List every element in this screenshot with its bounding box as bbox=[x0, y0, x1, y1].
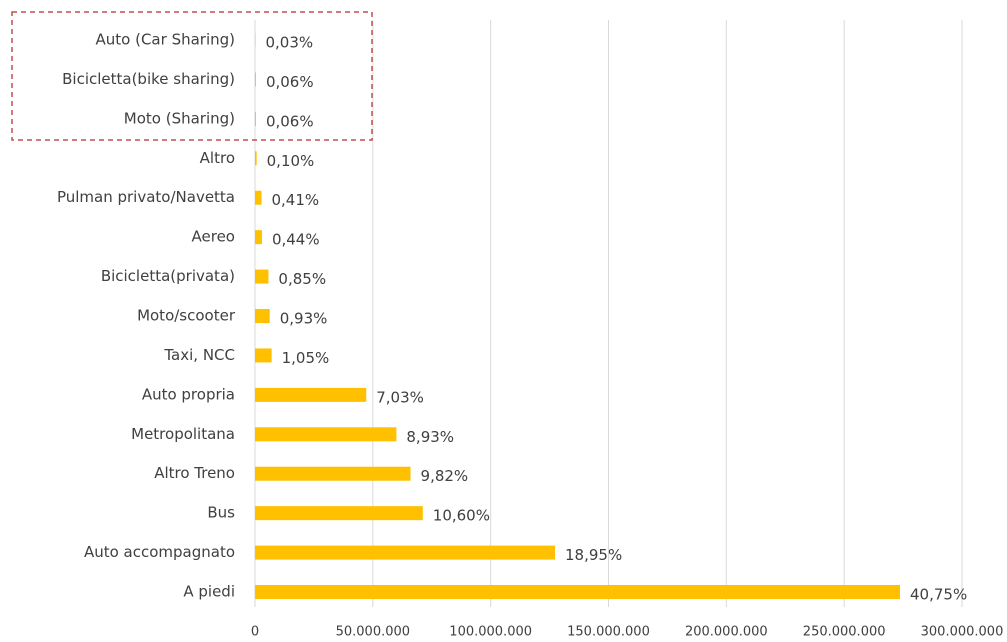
y-tick-label: A piedi bbox=[183, 583, 235, 601]
y-tick-label: Metropolitana bbox=[131, 425, 235, 443]
bar bbox=[255, 545, 556, 560]
value-label: 10,60% bbox=[433, 507, 490, 525]
y-tick-label: Bicicletta(bike sharing) bbox=[62, 70, 235, 88]
value-label: 0,41% bbox=[271, 191, 319, 209]
bar bbox=[255, 387, 367, 402]
highlight-box bbox=[11, 11, 373, 141]
x-tick-label: 0 bbox=[251, 625, 259, 640]
bar bbox=[255, 427, 397, 442]
y-tick-label: Auto accompagnato bbox=[84, 543, 235, 561]
value-label: 8,93% bbox=[406, 428, 454, 446]
y-tick-label: Altro Treno bbox=[154, 464, 235, 482]
value-label: 0,93% bbox=[280, 310, 328, 328]
value-label: 0,03% bbox=[265, 34, 313, 52]
bar bbox=[255, 151, 257, 166]
bar bbox=[255, 72, 256, 87]
x-tick-label: 150.000.000 bbox=[567, 625, 650, 640]
value-label: 0,85% bbox=[278, 270, 326, 288]
value-label: 0,44% bbox=[272, 231, 320, 249]
value-label: 9,82% bbox=[421, 467, 469, 485]
y-tick-label: Pulman privato/Navetta bbox=[57, 188, 235, 206]
x-tick-label: 300.000.000 bbox=[921, 625, 1004, 640]
bar bbox=[255, 269, 269, 284]
bar bbox=[255, 466, 411, 481]
bar bbox=[255, 506, 423, 521]
bar bbox=[255, 348, 272, 363]
x-tick-label: 200.000.000 bbox=[685, 625, 768, 640]
value-label: 1,05% bbox=[282, 349, 330, 367]
value-label: 18,95% bbox=[565, 546, 622, 564]
y-tick-label: Bus bbox=[207, 504, 235, 522]
y-tick-label: Moto (Sharing) bbox=[124, 109, 235, 127]
x-tick-label: 250.000.000 bbox=[803, 625, 886, 640]
bar bbox=[255, 309, 270, 324]
x-tick-label: 100.000.000 bbox=[449, 625, 532, 640]
y-tick-label: Moto/scooter bbox=[137, 307, 236, 325]
value-label: 0,10% bbox=[267, 152, 315, 170]
bar bbox=[255, 585, 901, 600]
value-label: 0,06% bbox=[266, 112, 314, 130]
value-label: 0,06% bbox=[266, 73, 314, 91]
y-tick-label: Taxi, NCC bbox=[163, 346, 235, 364]
value-label: 7,03% bbox=[376, 388, 424, 406]
y-tick-label: Auto propria bbox=[142, 385, 235, 403]
y-tick-label: Aereo bbox=[192, 228, 235, 246]
x-tick-label: 50.000.000 bbox=[336, 625, 410, 640]
bar bbox=[255, 190, 262, 205]
value-label: 40,75% bbox=[910, 586, 967, 604]
y-tick-label: Altro bbox=[200, 149, 235, 167]
bar bbox=[255, 230, 262, 245]
y-tick-label: Auto (Car Sharing) bbox=[96, 31, 235, 49]
y-tick-label: Bicicletta(privata) bbox=[101, 267, 235, 285]
bar bbox=[255, 111, 256, 126]
